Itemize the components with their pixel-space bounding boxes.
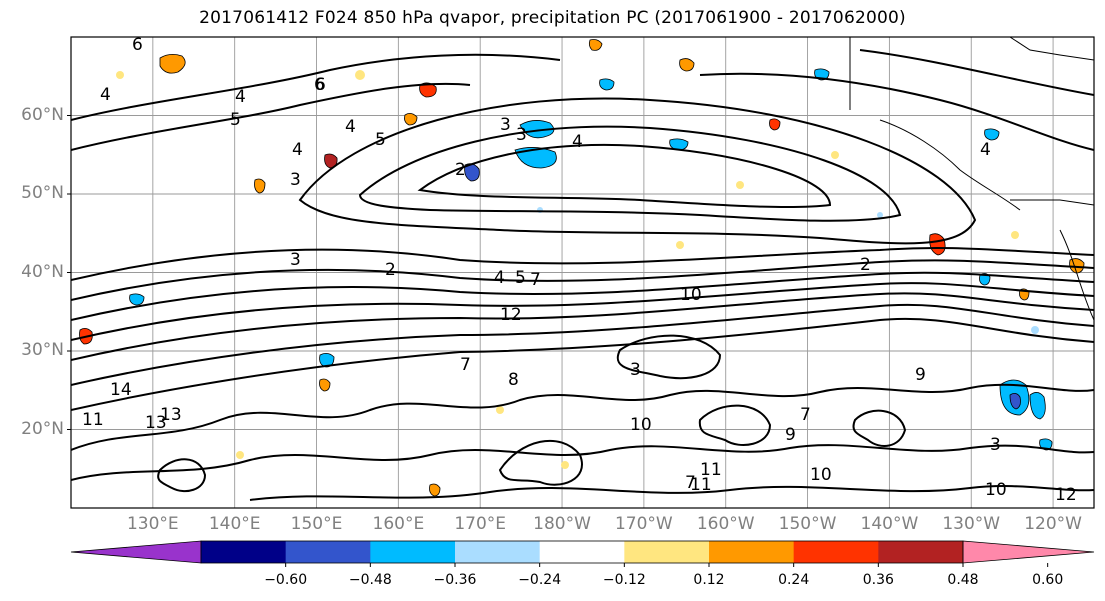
contour-label: 4 bbox=[494, 268, 505, 288]
contour-label: 4 bbox=[100, 85, 111, 105]
contour-label: 10 bbox=[985, 480, 1007, 500]
lon-tick-label: 170°E bbox=[454, 514, 507, 534]
contour-label: 3 bbox=[990, 435, 1001, 455]
contour-label: 8 bbox=[508, 370, 519, 390]
lat-tick-label: 60°N bbox=[21, 104, 64, 125]
contour-label: 10 bbox=[680, 285, 702, 305]
lon-tick-label: 170°W bbox=[614, 514, 673, 534]
contour-label: 7 bbox=[460, 355, 471, 375]
contour-label: 5 bbox=[515, 268, 526, 288]
lon-tick-label: 160°W bbox=[696, 514, 755, 534]
colorbar-segment bbox=[624, 541, 710, 563]
contour-label: 10 bbox=[810, 465, 832, 485]
contour-label: 4 bbox=[980, 140, 991, 160]
contour-label: 13 bbox=[145, 413, 167, 433]
contour-label: 3 bbox=[290, 170, 301, 190]
lon-tick-label: 130°W bbox=[942, 514, 1001, 534]
lon-tick-label: 140°E bbox=[208, 514, 261, 534]
colorbar-segment bbox=[201, 541, 287, 563]
contour-label: 11 bbox=[82, 410, 104, 430]
colorbar-tick-label: −0.36 bbox=[433, 572, 477, 588]
colorbar-tick-label: 0.48 bbox=[947, 572, 979, 588]
contour-label: 2 bbox=[385, 260, 396, 280]
contour-label: 2 bbox=[860, 255, 871, 275]
qvapor-contours bbox=[71, 49, 1094, 501]
lon-tick-label: 120°W bbox=[1024, 514, 1082, 534]
contour-label: 2 bbox=[455, 160, 466, 180]
colorbar-tick-label: 0.60 bbox=[1032, 572, 1064, 588]
contour-label: 4 bbox=[572, 132, 583, 152]
contour-label: 9 bbox=[785, 425, 796, 445]
colorbar-tick-label: 0.36 bbox=[862, 572, 894, 588]
contour-label: 3 bbox=[500, 115, 511, 135]
lon-tick-label: 180°W bbox=[533, 514, 591, 534]
contour-label: 9 bbox=[915, 365, 926, 385]
colorbar-segment bbox=[793, 541, 879, 563]
lat-tick-label: 40°N bbox=[21, 261, 64, 282]
contour-label: 7 bbox=[685, 473, 696, 493]
lat-tick-label: 20°N bbox=[21, 418, 64, 439]
contour-label: 10 bbox=[630, 415, 652, 435]
contour-label: 12 bbox=[1055, 485, 1077, 505]
contour-label: 6 bbox=[315, 75, 326, 95]
contour-label: 5 bbox=[230, 110, 241, 130]
lon-tick-label: 150°E bbox=[290, 514, 343, 534]
colorbar-outline bbox=[200, 540, 964, 564]
colorbar-tick-label: −0.24 bbox=[518, 572, 562, 588]
contour-label: 3 bbox=[630, 360, 641, 380]
lon-tick-label: 160°E bbox=[372, 514, 425, 534]
colorbar-tick-label: 0.24 bbox=[778, 572, 810, 588]
contour-label: 11 bbox=[700, 460, 722, 480]
contour-label: 4 bbox=[292, 140, 303, 160]
colorbar-tick-label: −0.48 bbox=[348, 572, 392, 588]
lon-tick-label: 150°W bbox=[778, 514, 837, 534]
colorbar-segment bbox=[709, 541, 795, 563]
contour-label: 13 bbox=[160, 405, 182, 425]
lat-tick-label: 50°N bbox=[21, 183, 64, 203]
map-title: 2017061412 F024 850 hPa qvapor, precipit… bbox=[199, 8, 906, 28]
contour-label: 6 bbox=[132, 35, 143, 55]
graticule bbox=[71, 37, 1094, 508]
contour-label: 5 bbox=[375, 130, 386, 150]
contour-label: 6 bbox=[314, 75, 325, 95]
colorbar-tick-label: −0.60 bbox=[264, 572, 308, 588]
coastlines bbox=[849, 37, 1094, 321]
contour-label: 4 bbox=[345, 117, 356, 137]
contour-label: 12 bbox=[500, 305, 522, 325]
contour-label: 7 bbox=[800, 405, 811, 425]
contour-label: 3 bbox=[516, 125, 527, 145]
colorbar-segment bbox=[455, 541, 541, 563]
contour-label: 4 bbox=[235, 87, 246, 107]
contour-label: 7 bbox=[530, 270, 541, 290]
contour-label: 3 bbox=[290, 250, 301, 270]
lon-tick-label: 130°E bbox=[126, 514, 179, 534]
colorbar-segment bbox=[370, 541, 456, 563]
contour-label: 11 bbox=[690, 475, 712, 495]
lon-tick-label: 140°W bbox=[860, 514, 919, 534]
colorbar-tick-label: −0.12 bbox=[602, 572, 646, 588]
colorbar-extend-high bbox=[962, 540, 1095, 564]
colorbar-segment bbox=[539, 541, 625, 563]
contour-label: 14 bbox=[110, 380, 132, 400]
latitude-ticks bbox=[67, 115, 71, 430]
colorbar-segment bbox=[878, 541, 964, 563]
colorbar-tick-label: 0.12 bbox=[693, 572, 725, 588]
precipitation-fills bbox=[79, 39, 1085, 497]
colorbar-segment bbox=[285, 541, 371, 563]
lat-tick-label: 30°N bbox=[21, 340, 64, 360]
colorbar-extend-low bbox=[70, 540, 202, 564]
colorbar bbox=[70, 540, 1095, 567]
